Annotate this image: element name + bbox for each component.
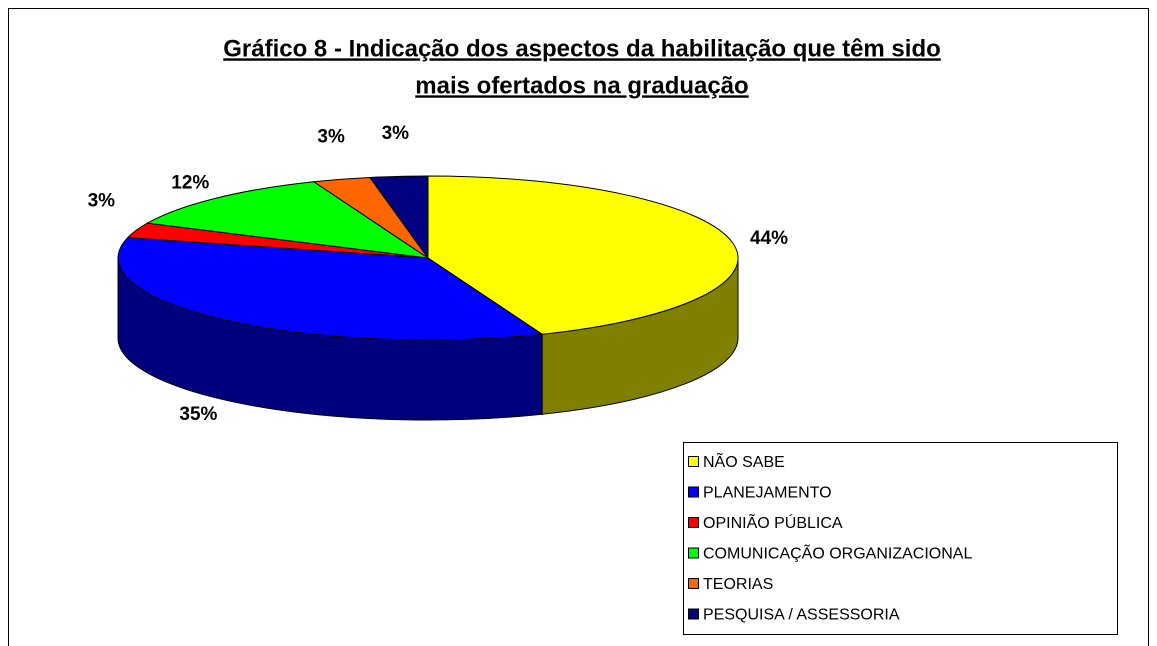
data-label: 44% — [750, 228, 788, 249]
legend: NÃO SABE PLANEJAMENTO OPINIÃO PÚBLICA COMUN… — [688, 451, 972, 624]
chart-title: Gráfico 8 - Indicação dos aspectos da ha… — [223, 35, 941, 62]
pie: 44% 35% 3% 12% 3% 3% — [88, 123, 789, 425]
legend-swatch — [688, 517, 699, 528]
legend-label: NÃO SABE — [703, 451, 785, 471]
slice — [427, 175, 739, 335]
slice — [117, 237, 544, 341]
data-label: 3% — [317, 127, 345, 148]
data-label: 35% — [179, 404, 217, 425]
data-label: 3% — [382, 123, 410, 144]
legend-swatch — [688, 456, 699, 467]
slice — [145, 181, 429, 259]
legend-label: COMUNICAÇÃO ORGANIZACIONAL — [703, 543, 972, 563]
legend-label: PESQUISA / ASSESSORIA — [703, 607, 900, 624]
legend-swatch — [688, 486, 699, 498]
legend-swatch — [688, 578, 699, 589]
legend-box — [683, 442, 1118, 635]
chart-subtitle: mais ofertados na graduação — [415, 72, 748, 99]
legend-swatch — [688, 608, 699, 620]
slice — [368, 175, 429, 260]
data-label: 12% — [171, 172, 209, 193]
legend-label: PLANEJAMENTO — [703, 485, 832, 502]
legend-label: TEORIAS — [703, 576, 773, 593]
legend-label: OPINIÃO PÚBLICA — [703, 512, 843, 532]
data-label: 3% — [88, 190, 116, 211]
legend-swatch — [688, 547, 699, 559]
chart-frame — [8, 8, 1149, 646]
